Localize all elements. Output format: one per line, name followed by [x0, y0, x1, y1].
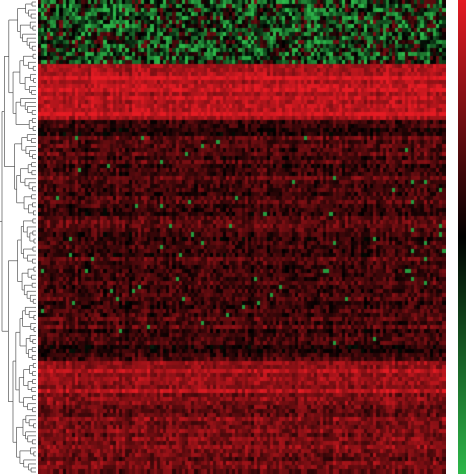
color-scale-bar: [458, 0, 466, 474]
color-scale-gradient: [458, 0, 466, 474]
heatmap-grid: [38, 0, 446, 474]
row-dendrogram: [0, 1, 36, 473]
